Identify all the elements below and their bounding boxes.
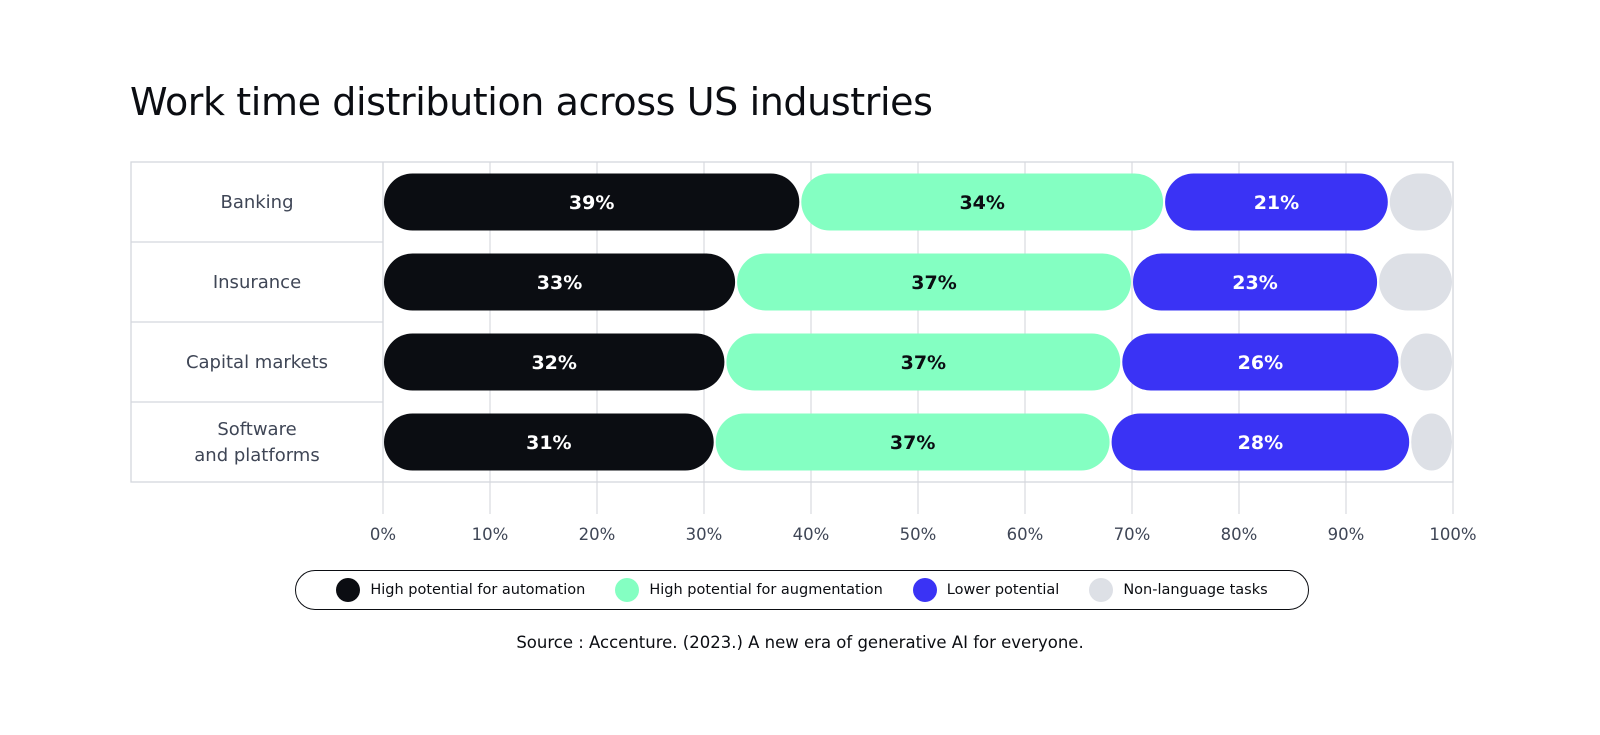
bar-segment-group: 28%: [1111, 413, 1410, 471]
bar-segment: [384, 173, 800, 231]
bar-segment-group: 32%: [384, 333, 725, 391]
legend-item-lower-potential: Lower potential: [912, 578, 1060, 602]
bar-segment-group: [1411, 413, 1452, 471]
bar-segment: [1379, 253, 1452, 311]
non-language-swatch-icon: [1089, 578, 1114, 602]
bar-segment-group: 23%: [1133, 253, 1378, 311]
x-tick-label: 50%: [900, 525, 937, 544]
bar-segment-group: 39%: [384, 173, 800, 231]
category-label-line: Banking: [220, 192, 293, 213]
x-tick-label: 20%: [579, 525, 616, 544]
stacked-bar-chart: 0% 10% 20% 30% 40% 50% 60% 70% 80% 90% 100% Banking…: [130, 161, 1477, 544]
bar-value-label: 33%: [537, 272, 582, 294]
bar-segment-group: 31%: [384, 413, 714, 471]
category-label-line: and platforms: [194, 445, 319, 466]
legend-label: Lower potential: [946, 582, 1060, 598]
bar-segment: [1111, 413, 1410, 471]
bar-segment: [801, 173, 1164, 231]
legend: High potential for automation High poten…: [295, 570, 1309, 610]
augmentation-swatch-icon: [615, 578, 640, 602]
bar-value-label: 32%: [531, 352, 576, 374]
bar-segment: [715, 413, 1110, 471]
bar-segment: [737, 253, 1131, 311]
legend-item-non-language: Non-language tasks: [1089, 578, 1268, 602]
category-label-line: Insurance: [213, 272, 301, 293]
category-label-line: Software: [217, 419, 296, 440]
chart-title: Work time distribution across US industr…: [130, 80, 933, 124]
bar-segment: [384, 413, 714, 471]
bar-value-label: 28%: [1238, 432, 1283, 454]
x-tick-label: 70%: [1114, 525, 1151, 544]
automation-swatch-icon: [336, 578, 361, 602]
legend-item-automation: High potential for automation: [336, 578, 585, 602]
bar-value-label: 31%: [526, 432, 571, 454]
bar-segment: [1400, 333, 1452, 391]
source-note: Source : Accenture. (2023.) A new era of…: [516, 633, 1084, 652]
category-label: Software and platforms: [194, 419, 319, 466]
bar-segment: [1389, 173, 1452, 231]
category-label: Insurance: [213, 272, 301, 293]
bar-segment-group: 34%: [801, 173, 1164, 231]
bar-segment-group: [1379, 253, 1452, 311]
x-tick-label: 0%: [370, 525, 396, 544]
bar-value-label: 23%: [1232, 272, 1277, 294]
category-label: Capital markets: [186, 352, 328, 373]
x-tick-label: 80%: [1221, 525, 1258, 544]
bar-value-label: 37%: [911, 272, 956, 294]
bar-segment-group: 21%: [1165, 173, 1388, 231]
category-label-line: Capital markets: [186, 352, 328, 373]
bar-segment: [384, 253, 736, 311]
bar-value-label: 26%: [1238, 352, 1283, 374]
bar-value-label: 34%: [959, 192, 1004, 214]
legend-label: Non-language tasks: [1123, 582, 1268, 598]
bar-segment: [384, 333, 725, 391]
legend-label: High potential for automation: [370, 582, 586, 598]
lower-potential-swatch-icon: [912, 578, 937, 602]
x-tick-label: 30%: [686, 525, 723, 544]
legend-label: High potential for augmentation: [649, 582, 883, 598]
bar-value-label: 37%: [890, 432, 935, 454]
bar-segment-group: 37%: [737, 253, 1131, 311]
bar-segment: [726, 333, 1121, 391]
bar-segment-group: [1400, 333, 1452, 391]
x-tick-label: 90%: [1328, 525, 1365, 544]
bar-segment: [1411, 413, 1452, 471]
x-tick-label: 10%: [472, 525, 509, 544]
bar-value-label: 39%: [569, 192, 614, 214]
category-label: Banking: [220, 192, 293, 213]
bar-segment-group: 37%: [726, 333, 1121, 391]
bar-value-label: 21%: [1254, 192, 1299, 214]
bar-segment-group: 37%: [715, 413, 1110, 471]
x-tick-label: 100%: [1429, 525, 1476, 544]
x-tick-label: 60%: [1007, 525, 1044, 544]
x-tick-label: 40%: [793, 525, 830, 544]
bar-segment-group: 33%: [384, 253, 736, 311]
legend-item-augmentation: High potential for augmentation: [615, 578, 883, 602]
bar-segment-group: 26%: [1122, 333, 1399, 391]
bar-segment: [1133, 253, 1378, 311]
bar-value-label: 37%: [901, 352, 946, 374]
bar-segment: [1122, 333, 1399, 391]
bar-segment: [1165, 173, 1388, 231]
bar-segment-group: [1389, 173, 1452, 231]
